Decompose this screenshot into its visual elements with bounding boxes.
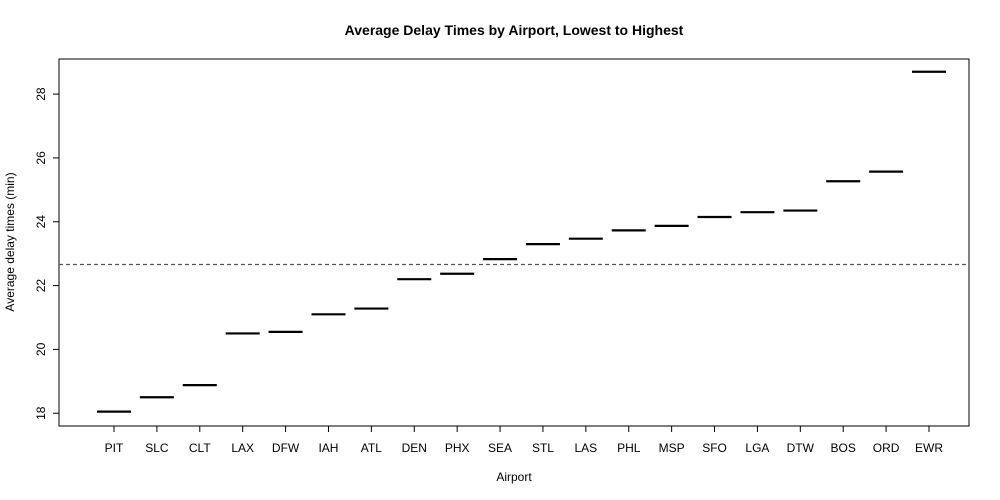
x-tick-label: MSP	[659, 441, 685, 455]
y-tick-label: 22	[34, 279, 48, 293]
y-tick-label: 28	[34, 87, 48, 101]
x-tick-label: DEN	[402, 441, 427, 455]
y-axis: 18 20 22 24 26 28	[34, 87, 59, 420]
y-tick-label: 26	[34, 151, 48, 165]
data-markers	[97, 70, 946, 413]
y-axis-title: Average delay times (min)	[3, 172, 17, 311]
x-tick-label: LAX	[231, 441, 254, 455]
x-tick-label: PHL	[617, 441, 641, 455]
chart-title: Average Delay Times by Airport, Lowest t…	[345, 22, 684, 38]
x-tick-label: LAS	[574, 441, 597, 455]
x-tick-label: ATL	[361, 441, 382, 455]
y-tick-label: 18	[34, 406, 48, 420]
x-tick-label: SEA	[488, 441, 512, 455]
x-tick-label: SFO	[702, 441, 727, 455]
y-tick-label: 24	[34, 215, 48, 229]
x-tick-label: PHX	[445, 441, 470, 455]
x-tick-label: PIT	[105, 441, 124, 455]
x-tick-label: BOS	[831, 441, 856, 455]
x-tick-label: LGA	[745, 441, 769, 455]
x-tick-label: SLC	[145, 441, 169, 455]
plot-frame	[58, 58, 970, 427]
y-tick-label: 20	[34, 342, 48, 356]
x-tick-label: EWR	[915, 441, 943, 455]
x-tick-label: STL	[532, 441, 554, 455]
x-tick-label: DTW	[787, 441, 815, 455]
x-tick-label: IAH	[318, 441, 338, 455]
x-tick-label: CLT	[189, 441, 211, 455]
x-tick-label: ORD	[873, 441, 900, 455]
x-axis-title: Airport	[496, 470, 532, 484]
x-axis: PIT SLC CLT LAX DFW IAH ATL DEN PHX SEA STL LAS PHL M…	[105, 426, 943, 455]
x-tick-label: DFW	[272, 441, 300, 455]
